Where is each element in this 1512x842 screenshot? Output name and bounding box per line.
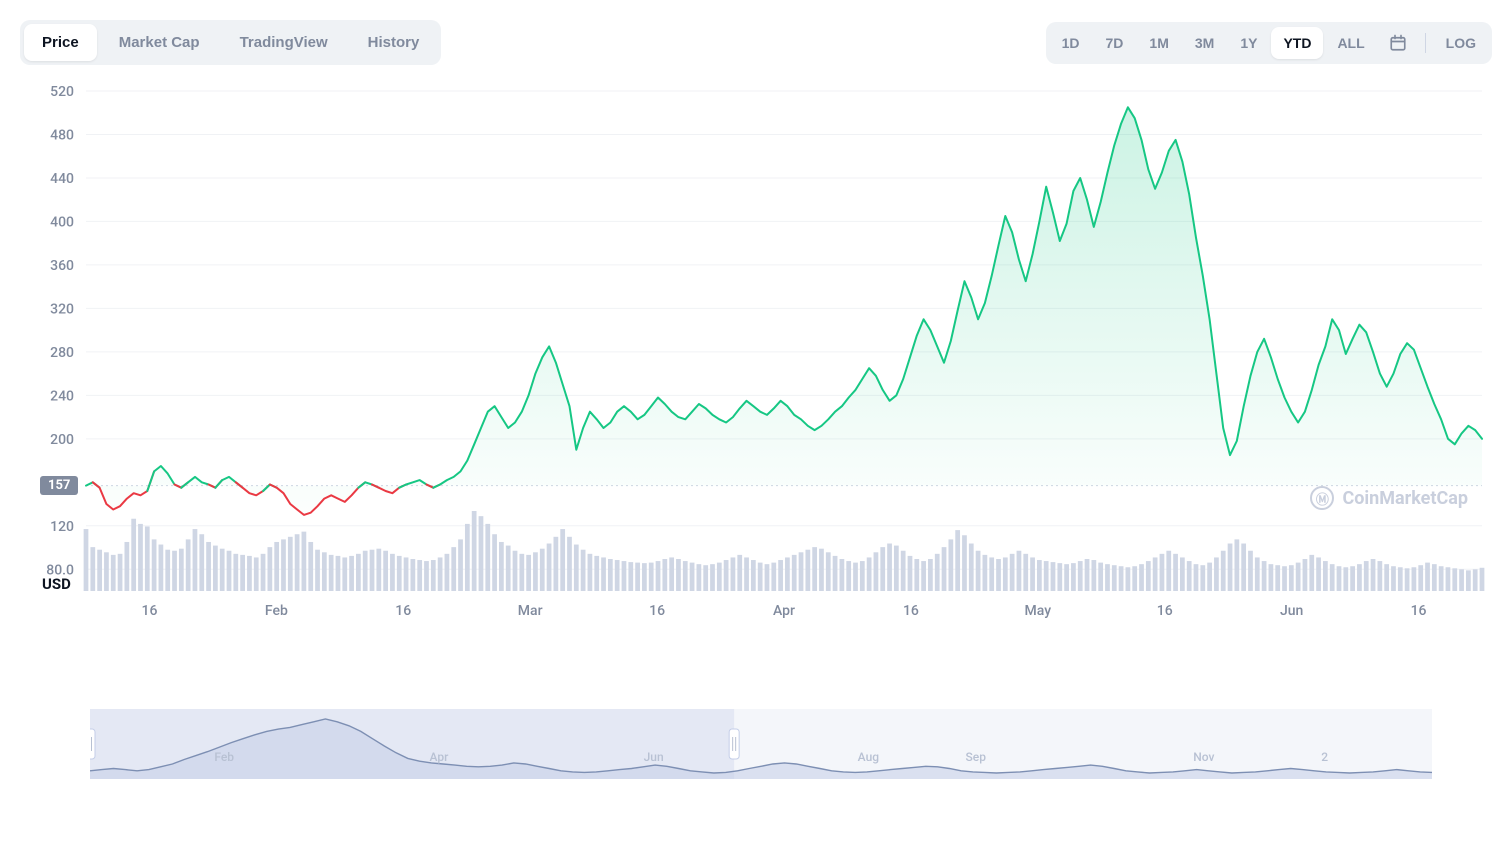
tab-market-cap[interactable]: Market Cap xyxy=(101,24,218,61)
calendar-icon[interactable] xyxy=(1379,26,1417,60)
svg-text:16: 16 xyxy=(649,603,665,619)
range-all[interactable]: ALL xyxy=(1325,27,1376,59)
svg-text:Aug: Aug xyxy=(858,750,880,764)
svg-text:120: 120 xyxy=(50,519,74,535)
svg-text:200: 200 xyxy=(50,432,74,448)
range-3m[interactable]: 3M xyxy=(1183,27,1226,59)
price-chart: 80.012020024028032036040044048052016Feb1… xyxy=(20,81,1492,701)
currency-label: USD xyxy=(42,575,71,593)
svg-text:Sep: Sep xyxy=(966,750,987,764)
tab-tradingview[interactable]: TradingView xyxy=(222,24,346,61)
svg-text:440: 440 xyxy=(50,171,74,187)
chart-canvas: 80.012020024028032036040044048052016Feb1… xyxy=(20,81,1492,701)
svg-text:16: 16 xyxy=(141,603,157,619)
svg-text:Jun: Jun xyxy=(644,750,664,764)
svg-text:16: 16 xyxy=(395,603,411,619)
range-1d[interactable]: 1D xyxy=(1050,27,1092,59)
svg-text:Nov: Nov xyxy=(1193,750,1214,764)
svg-text:Feb: Feb xyxy=(214,750,234,764)
svg-text:Apr: Apr xyxy=(773,603,795,619)
svg-text:May: May xyxy=(1025,603,1052,619)
svg-text:16: 16 xyxy=(1411,603,1427,619)
range-1m[interactable]: 1M xyxy=(1137,27,1180,59)
svg-text:520: 520 xyxy=(50,84,74,100)
svg-text:400: 400 xyxy=(50,214,74,230)
chart-toolbar: PriceMarket CapTradingViewHistory 1D7D1M… xyxy=(20,20,1492,65)
svg-text:480: 480 xyxy=(50,127,74,143)
svg-text:Mar: Mar xyxy=(518,603,543,619)
range-1y[interactable]: 1Y xyxy=(1228,27,1269,59)
svg-text:240: 240 xyxy=(50,388,74,404)
log-toggle[interactable]: LOG xyxy=(1434,27,1488,59)
svg-text:Feb: Feb xyxy=(265,603,288,619)
baseline-price-badge: 157 xyxy=(40,476,78,495)
view-tabs: PriceMarket CapTradingViewHistory xyxy=(20,20,441,65)
svg-text:2: 2 xyxy=(1321,750,1328,764)
svg-text:Apr: Apr xyxy=(429,750,449,764)
range-7d[interactable]: 7D xyxy=(1094,27,1136,59)
range-tabs: 1D7D1M3M1YYTDALL LOG xyxy=(1046,22,1492,64)
svg-text:280: 280 xyxy=(50,345,74,361)
tab-price[interactable]: Price xyxy=(24,24,97,61)
range-ytd[interactable]: YTD xyxy=(1271,27,1323,59)
svg-text:16: 16 xyxy=(1157,603,1173,619)
navigator-canvas: Feb Apr Jun Aug Sep Nov 2 xyxy=(90,709,1432,779)
toolbar-divider xyxy=(1425,33,1426,53)
svg-text:16: 16 xyxy=(903,603,919,619)
svg-text:Jun: Jun xyxy=(1280,603,1303,619)
tab-history[interactable]: History xyxy=(350,24,438,61)
svg-text:360: 360 xyxy=(50,258,74,274)
svg-text:320: 320 xyxy=(50,301,74,317)
time-navigator[interactable]: Feb Apr Jun Aug Sep Nov 2 xyxy=(90,709,1432,779)
